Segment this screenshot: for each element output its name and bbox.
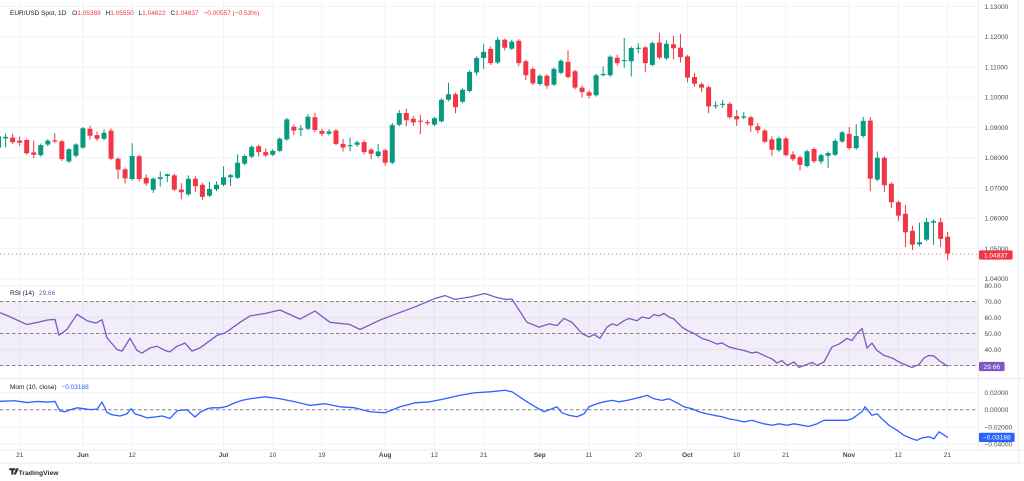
svg-text:1.06000: 1.06000 [985,216,1009,223]
svg-text:RSI (14) 29.66: RSI (14) 29.66 [10,290,56,297]
svg-text:1.09000: 1.09000 [985,125,1009,132]
svg-text:1.04000: 1.04000 [985,276,1009,283]
svg-text:−0.03188: −0.03188 [983,435,1011,442]
svg-text:Aug: Aug [379,452,392,459]
svg-text:10: 10 [733,452,741,459]
svg-text:Nov: Nov [843,452,856,459]
svg-text:19: 19 [318,452,326,459]
svg-text:Oct: Oct [682,452,694,459]
svg-text:1.05000: 1.05000 [985,246,1009,253]
svg-text:21: 21 [782,452,790,459]
svg-text:1.04837: 1.04837 [984,252,1008,259]
svg-text:Jul: Jul [219,452,229,459]
svg-text:1.13000: 1.13000 [985,4,1009,11]
svg-text:12: 12 [431,452,439,459]
svg-text:70.00: 70.00 [985,299,1002,306]
svg-text:21: 21 [944,452,952,459]
svg-text:Mom (10, close) −0.03188: Mom (10, close) −0.03188 [10,384,89,391]
svg-text:29.66: 29.66 [984,364,1001,371]
svg-text:11: 11 [586,452,593,459]
svg-text:21: 21 [16,452,24,459]
svg-text:10: 10 [269,452,277,459]
svg-text:50.00: 50.00 [985,331,1002,338]
svg-text:60.00: 60.00 [985,315,1002,322]
svg-text:1.11000: 1.11000 [985,64,1009,71]
svg-text:0.00000: 0.00000 [985,407,1009,414]
svg-text:Sep: Sep [534,452,546,459]
svg-text:−0.04000: −0.04000 [985,442,1013,449]
svg-text:20: 20 [635,452,643,459]
svg-text:0.02000: 0.02000 [985,390,1009,397]
svg-text:21: 21 [480,452,488,459]
svg-text:12: 12 [895,452,903,459]
svg-text:40.00: 40.00 [985,347,1002,354]
svg-text:1.12000: 1.12000 [985,34,1009,41]
svg-text:1.08000: 1.08000 [985,155,1009,162]
svg-text:Jun: Jun [77,452,89,459]
svg-text:80.00: 80.00 [985,283,1002,290]
svg-text:TradingView: TradingView [19,470,60,477]
svg-text:1.10000: 1.10000 [985,95,1009,102]
svg-text:1.07000: 1.07000 [985,185,1009,192]
svg-text:12: 12 [128,452,136,459]
svg-text:−0.02000: −0.02000 [985,424,1013,431]
